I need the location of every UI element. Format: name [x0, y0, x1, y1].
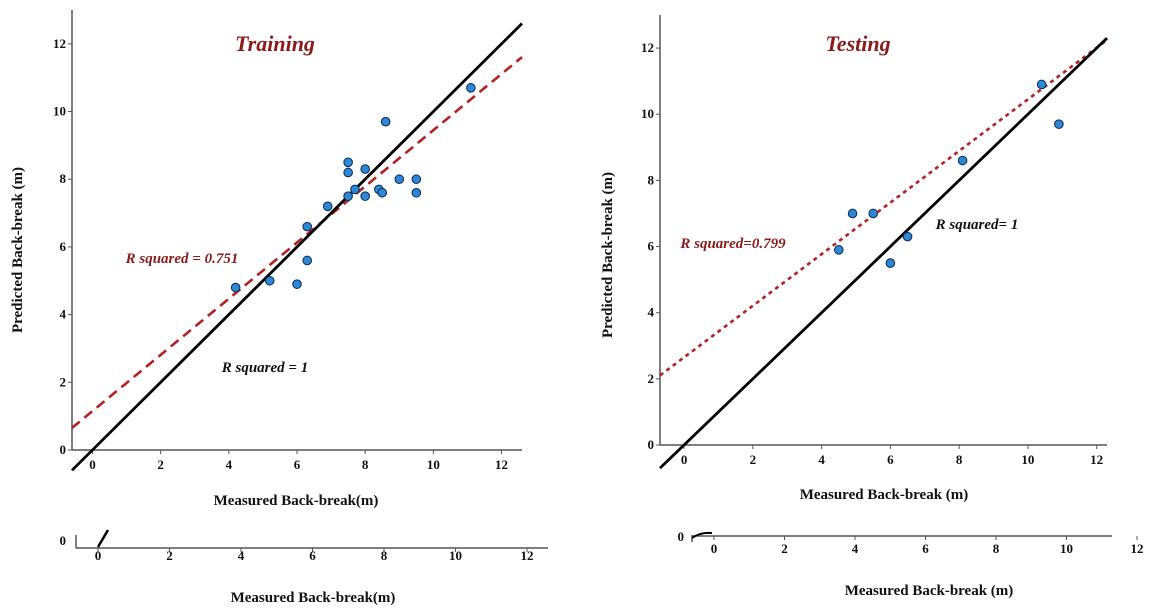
duplicate-axes-right: 0 0 2 4 6 8 10 12 Measured Back-break (m) — [678, 529, 1144, 599]
training-data-point — [343, 167, 353, 178]
training-data-point — [322, 201, 333, 212]
testing-marks: 0 2 4 6 8 10 12 0 2 4 6 8 10 12 — [641, 15, 1108, 470]
testing-data-point — [834, 245, 844, 255]
testing-panel: 0 2 4 6 8 10 12 0 2 4 6 8 10 12 Testing R squared=0.7… — [600, 15, 1108, 503]
dup-right-x-ticks: 0 2 4 6 8 10 12 — [711, 536, 1144, 556]
dup-left-x-tick-label: 8 — [381, 548, 388, 563]
training-identity-label: R squared = 1 — [221, 360, 308, 376]
training-data-point — [380, 116, 391, 127]
training-fit-label: R squared = 0.751 — [125, 251, 239, 267]
training-x-tick-label: 2 — [157, 457, 164, 472]
testing-y-tick-label: 4 — [648, 305, 655, 320]
training-data-point — [411, 174, 422, 185]
testing-x-axis-label: Measured Back-break (m) — [800, 487, 969, 503]
dup-right-line-stub — [691, 531, 713, 539]
training-x-tick-label: 8 — [362, 457, 369, 472]
dup-left-x-tick-label: 4 — [238, 548, 245, 563]
dup-left-x-tick-label: 10 — [449, 548, 462, 563]
training-data-point — [360, 164, 370, 174]
testing-x-tick-label: 8 — [956, 452, 963, 467]
training-x-tick-label: 0 — [89, 457, 96, 472]
training-identity-line — [71, 22, 523, 472]
dup-right-y-tick: 0 — [678, 529, 685, 544]
testing-data-point — [957, 155, 968, 166]
training-y-tick-label: 6 — [60, 239, 67, 254]
testing-title: Testing — [825, 31, 890, 56]
training-y-tick-label: 2 — [60, 374, 67, 389]
testing-y-tick-label: 0 — [648, 437, 655, 452]
training-y-axis-label: Predicted Back-break (m) — [10, 167, 26, 333]
testing-y-tick-label: 2 — [648, 371, 655, 386]
training-data-point — [377, 187, 388, 198]
training-fit-line — [71, 56, 523, 429]
dup-left-x-tick-label: 2 — [166, 548, 173, 563]
testing-y-tick-label: 12 — [641, 40, 654, 55]
dup-right-x-tick-label: 6 — [922, 541, 929, 556]
testing-y-tick-label: 6 — [648, 239, 655, 254]
testing-x-tick-label: 6 — [887, 452, 894, 467]
dup-left-x-tick-label: 12 — [521, 548, 534, 563]
training-data-point — [302, 221, 313, 232]
testing-x-tick-label: 10 — [1021, 452, 1034, 467]
training-y-tick-label: 12 — [53, 36, 66, 51]
training-title: Training — [235, 31, 315, 56]
dup-right-x-axis-label: Measured Back-break (m) — [845, 583, 1014, 599]
training-data-point — [360, 191, 370, 201]
testing-data-point — [1036, 79, 1047, 90]
dup-left-x-tick-label: 6 — [309, 548, 316, 563]
training-x-tick-label: 12 — [495, 457, 508, 472]
testing-y-tick-label: 10 — [641, 106, 654, 121]
testing-y-axis-label: Predicted Back-break (m) — [600, 172, 616, 338]
dup-left-x-axis-label: Measured Back-break(m) — [231, 590, 396, 606]
training-marks: 0 2 4 6 8 10 12 0 2 4 6 8 10 12 — [53, 10, 523, 472]
duplicate-axes-left: 0 0 2 4 6 8 10 12 Measured Back-break(m) — [60, 529, 548, 606]
training-data-point — [230, 282, 241, 293]
training-data-point — [411, 187, 422, 198]
training-data-point — [343, 157, 353, 168]
training-y-tick-label: 0 — [60, 442, 67, 457]
dup-left-x-ticks: 0 2 4 6 8 10 12 — [95, 548, 534, 563]
training-y-tick-label: 10 — [53, 104, 66, 119]
training-x-tick-label: 4 — [226, 457, 233, 472]
testing-data-point — [885, 258, 896, 268]
training-data-point — [302, 255, 313, 266]
training-y-tick-label: 4 — [60, 307, 67, 322]
training-panel: 0 2 4 6 8 10 12 0 2 4 6 8 10 12 Training R squared = … — [10, 10, 523, 509]
dup-left-line-stub — [96, 529, 110, 548]
training-data-point — [350, 184, 360, 195]
dup-left-x-tick-label: 0 — [95, 548, 102, 563]
testing-data-point — [1054, 119, 1064, 129]
testing-data-point — [868, 208, 878, 219]
training-data-point — [466, 83, 476, 93]
testing-fit-label: R squared=0.799 — [679, 236, 786, 252]
testing-data-point — [902, 231, 913, 242]
testing-identity-line — [659, 37, 1108, 470]
training-x-tick-label: 6 — [294, 457, 301, 472]
training-data-point — [292, 279, 302, 289]
testing-x-tick-label: 12 — [1090, 452, 1103, 467]
dup-left-y-tick: 0 — [60, 533, 67, 548]
testing-fit-line — [659, 38, 1108, 377]
training-y-tick-label: 8 — [60, 171, 67, 186]
dup-right-x-tick-label: 12 — [1131, 541, 1144, 556]
testing-data-point — [847, 208, 858, 219]
training-x-axis-label: Measured Back-break(m) — [214, 493, 379, 509]
training-x-tick-label: 10 — [427, 457, 440, 472]
training-data-point — [394, 174, 405, 185]
training-data-point — [264, 275, 275, 286]
dup-right-x-tick-label: 2 — [781, 541, 788, 556]
testing-x-tick-label: 0 — [681, 452, 688, 467]
training-data-point — [343, 191, 353, 201]
testing-identity-label: R squared= 1 — [935, 217, 1019, 233]
dup-right-x-tick-label: 10 — [1060, 541, 1073, 556]
testing-x-tick-label: 4 — [818, 452, 825, 467]
testing-x-tick-label: 2 — [750, 452, 757, 467]
dup-right-x-tick-label: 0 — [711, 541, 718, 556]
dup-right-x-tick-label: 8 — [993, 541, 1000, 556]
dup-right-x-tick-label: 4 — [852, 541, 859, 556]
testing-y-tick-label: 8 — [648, 172, 655, 187]
